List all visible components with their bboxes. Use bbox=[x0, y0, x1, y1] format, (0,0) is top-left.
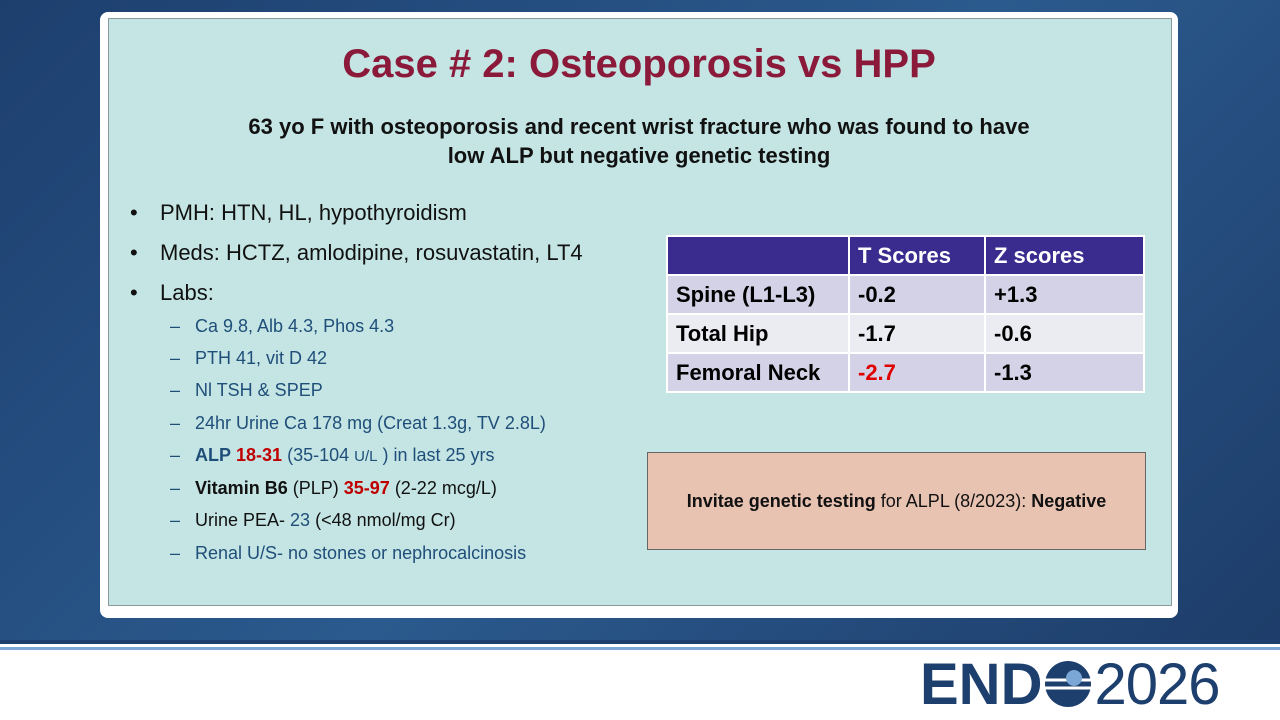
lab-unit: U/L bbox=[354, 448, 378, 465]
lab-item: – Renal U/S- no stones or nephrocalcinosi… bbox=[170, 543, 527, 563]
lab-item: – ALP 18-31 (35-104 U/L ) in last 25 yrs bbox=[170, 445, 495, 465]
lab-item: – Urine PEA- 23 (<48 nmol/mg Cr) bbox=[170, 510, 456, 530]
lab-text: (<48 nmol/mg Cr) bbox=[315, 510, 456, 530]
row-label: Spine (L1-L3) bbox=[666, 274, 850, 315]
box-text: Negative bbox=[1031, 490, 1107, 511]
cell: -0.2 bbox=[848, 274, 986, 315]
lab-text: Vitamin B6 bbox=[195, 478, 288, 498]
lab-text: (PLP) bbox=[292, 478, 339, 498]
lab-item: – Nl TSH & SPEP bbox=[170, 380, 323, 400]
table-row: Femoral Neck -2.7 -1.3 bbox=[666, 352, 1145, 393]
lab-text: Urine PEA- bbox=[195, 510, 286, 530]
lab-text: ALP bbox=[195, 445, 231, 465]
header-cell: T Scores bbox=[848, 235, 986, 276]
lab-item: – Vitamin B6 (PLP) 35-97 (2-22 mcg/L) bbox=[170, 478, 497, 498]
score-table: T Scores Z scores Spine (L1-L3) -0.2 +1.… bbox=[666, 235, 1145, 393]
bullet-text: Labs: bbox=[160, 280, 214, 305]
row-label: Femoral Neck bbox=[666, 352, 850, 393]
cell: -1.7 bbox=[848, 313, 986, 354]
lab-value: 23 bbox=[290, 510, 311, 530]
lab-value: 18-31 bbox=[236, 445, 283, 465]
bullet-text: PMH: HTN, HL, hypothyroidism bbox=[160, 200, 467, 225]
table-row: Spine (L1-L3) -0.2 +1.3 bbox=[666, 274, 1145, 315]
lab-text: Nl TSH & SPEP bbox=[195, 380, 323, 400]
logo: END 2026 bbox=[920, 650, 1221, 720]
lab-text: ) in last 25 yrs bbox=[382, 445, 495, 465]
box-text: Invitae genetic testing bbox=[686, 490, 876, 511]
lab-text: 24hr Urine Ca 178 mg (Creat 1.3g, TV 2.8… bbox=[195, 413, 546, 433]
lab-item: –24hr Urine Ca 178 mg (Creat 1.3g, TV 2.… bbox=[170, 413, 546, 433]
cell: -0.6 bbox=[984, 313, 1145, 354]
lab-text: PTH 41, vit D 42 bbox=[195, 348, 328, 368]
logo-globe bbox=[1045, 661, 1092, 707]
cell: -1.3 bbox=[984, 352, 1145, 393]
lab-text: (2-22 mcg/L) bbox=[394, 478, 497, 498]
logo-text: END bbox=[920, 652, 1043, 717]
lab-item: – PTH 41, vit D 42 bbox=[170, 348, 328, 368]
cell: +1.3 bbox=[984, 274, 1145, 315]
genetic-box: Invitae genetic testing for ALPL (8/2023… bbox=[647, 452, 1146, 550]
logo-text: 2026 bbox=[1094, 652, 1220, 717]
title: Case # 2: Osteoporosis vs HPP bbox=[342, 42, 936, 86]
row-label: Total Hip bbox=[666, 313, 850, 354]
header-cell: Z scores bbox=[984, 235, 1145, 276]
lab-text: Ca 9.8, Alb 4.3, Phos 4.3 bbox=[195, 316, 395, 336]
footer-line bbox=[0, 647, 1280, 650]
subtitle: low ALP but negative genetic testing bbox=[447, 143, 831, 168]
cell: -2.7 bbox=[848, 352, 986, 393]
box-text: for ALPL (8/2023): bbox=[880, 490, 1027, 511]
table-row: Total Hip -1.7 -0.6 bbox=[666, 313, 1145, 354]
bullet: • Meds: HCTZ, amlodipine, rosuvastatin, L… bbox=[130, 240, 583, 265]
footer-line bbox=[0, 640, 1280, 644]
lab-item: – Ca 9.8, Alb 4.3, Phos 4.3 bbox=[170, 316, 395, 336]
table-header: T Scores Z scores bbox=[666, 235, 1145, 276]
bullet-text: Meds: HCTZ, amlodipine, rosuvastatin, LT… bbox=[160, 240, 583, 265]
header-cell bbox=[666, 235, 850, 276]
lab-value: 35-97 bbox=[343, 478, 390, 498]
bullet: • Labs: bbox=[130, 280, 214, 305]
lab-text: Renal U/S- no stones or nephrocalcinosis bbox=[195, 543, 527, 563]
lab-text: (35-104 bbox=[287, 445, 350, 465]
subtitle: 63 yo F with osteoporosis and recent wri… bbox=[248, 114, 1030, 139]
bullet: • PMH: HTN, HL, hypothyroidism bbox=[130, 200, 467, 225]
